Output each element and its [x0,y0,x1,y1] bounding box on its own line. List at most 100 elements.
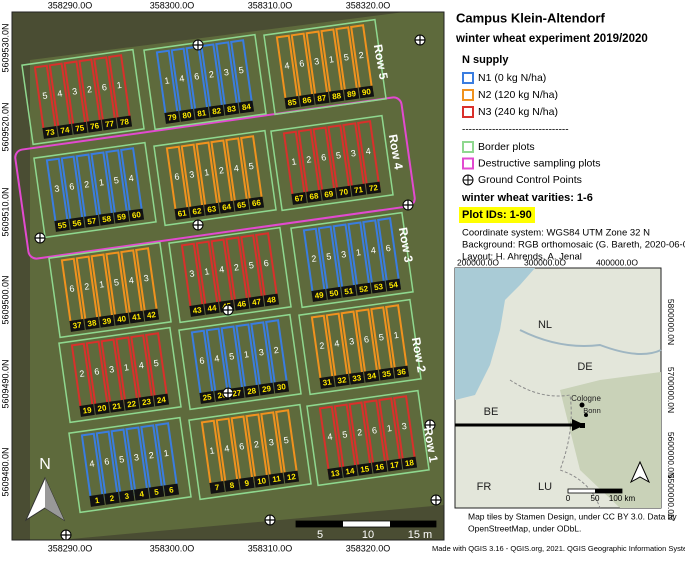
destructive-sampling-outline [14,96,416,260]
plot-id-bg [299,93,315,107]
plot-id-bg [208,104,225,118]
border-plot [68,416,192,514]
border-plot [270,114,394,212]
variety-label: 6 [263,258,269,269]
gcp-cross [265,515,275,525]
plot-id: 81 [197,108,208,118]
border-plot [306,389,430,487]
plot-id: 90 [361,87,372,97]
variety-label: 3 [340,249,346,260]
legend-title: N supply [462,54,509,66]
plot-id: 59 [117,212,128,222]
plot-id: 6 [169,485,175,495]
border-plot [298,298,422,396]
plot-id-bg [223,102,240,116]
variety-label: 5 [248,161,254,172]
variety-label: 4 [214,353,220,364]
inset-place: Cologne [571,394,601,403]
info-line: Coordinate system: WGS84 UTM Zone 32 N [462,228,650,239]
plot-id: 4 [139,489,145,499]
legend-swatch [462,157,474,170]
variety-label: 4 [224,443,230,454]
plot-block: 4 85 6 86 3 87 1 88 5 89 2 90 [263,18,387,116]
plot-id-bg [321,187,337,201]
title: Campus Klein-Altendorf [456,10,605,25]
plot-id: 50 [329,288,340,298]
plot-id: 41 [132,312,143,322]
y-coord: 5609510.0N [0,187,10,236]
plot-id-bg [104,491,120,505]
plot-id: 53 [374,282,385,292]
plot-id: 5 [154,487,160,497]
variety-label: 4 [57,88,63,99]
plot-id-bg [229,386,245,400]
variety-label: 5 [228,351,234,362]
plot-id: 22 [127,399,138,409]
plot-id: 12 [286,472,297,482]
variety-label: 4 [365,146,371,157]
plots: 4162533425161748692103115124135142156161… [14,18,442,541]
north-arrow-shade [45,478,64,520]
plot-id-bg [238,100,255,114]
y-coord: 5609520.0N [0,102,10,151]
plot-id-bg [99,314,115,328]
border-plot [48,241,172,339]
plot-id-bg [328,89,345,103]
plot-id-bg [119,489,135,503]
plot-id-bg [327,467,343,480]
variety-label: 4 [334,338,340,349]
variety-label: 5 [248,260,254,271]
plot-id: 88 [332,91,343,101]
border-plot [153,129,277,227]
legend-label: N1 (0 kg N/ha) [478,72,546,84]
plot-id-bg [326,286,342,300]
plot-id: 20 [97,403,108,413]
plot-id-bg [349,371,365,385]
plot-id: 83 [227,104,238,114]
x-coord-top: 358310.0O [248,0,293,10]
plot-id: 48 [266,295,277,305]
plot-id-bg [343,87,360,101]
plot-block: 3 55 6 56 2 57 1 58 5 59 4 60 [33,141,157,239]
inset-scalebar-fill [595,489,622,493]
plot-id: 37 [72,320,83,330]
variety-label: 6 [94,366,100,377]
plot-id: 11 [272,474,282,484]
plot-id-bg [69,216,85,230]
plot-id-bg [224,478,240,492]
variety-label: 6 [320,152,326,163]
plot-id-bg [358,85,375,99]
variety-label: 2 [358,50,364,61]
plot-id: 2 [109,494,115,504]
variety-label: 3 [258,347,264,358]
plot-id: 82 [212,106,223,116]
variety-label: 3 [108,364,114,375]
plot-id: 86 [302,95,313,105]
inset-scale-label: 50 [591,494,600,503]
plot-id: 55 [57,220,68,230]
variety-label: 4 [218,264,224,275]
plot-id: 34 [367,371,378,381]
plot-id-bg [164,111,180,124]
plot-id-bg [189,204,205,218]
variety-label: 6 [363,334,369,345]
plot-id-bg [84,214,100,228]
plot-id-bg [363,369,380,383]
variety-label: 3 [189,268,195,279]
plot-block: 2 19 6 20 3 21 1 22 4 23 5 24 [58,326,182,424]
variety-label: 6 [174,171,180,182]
variety-label: 1 [355,247,361,258]
row-label: Row 2 [409,336,429,374]
plot-id-bg [148,485,165,499]
plot-id-bg [57,123,73,137]
plot-id: 30 [276,382,287,392]
plot-id: 79 [167,112,178,122]
inset-y-coord: 5700000.0N [666,367,676,413]
x-coord-top: 358320.0O [346,0,391,10]
variety-label: 2 [311,253,317,264]
gcp-cross [223,305,233,315]
x-coord-top: 358290.0O [48,0,93,10]
plot-id-bg [204,301,220,315]
plot-id-bg [239,476,255,490]
plot-id: 80 [182,110,193,120]
